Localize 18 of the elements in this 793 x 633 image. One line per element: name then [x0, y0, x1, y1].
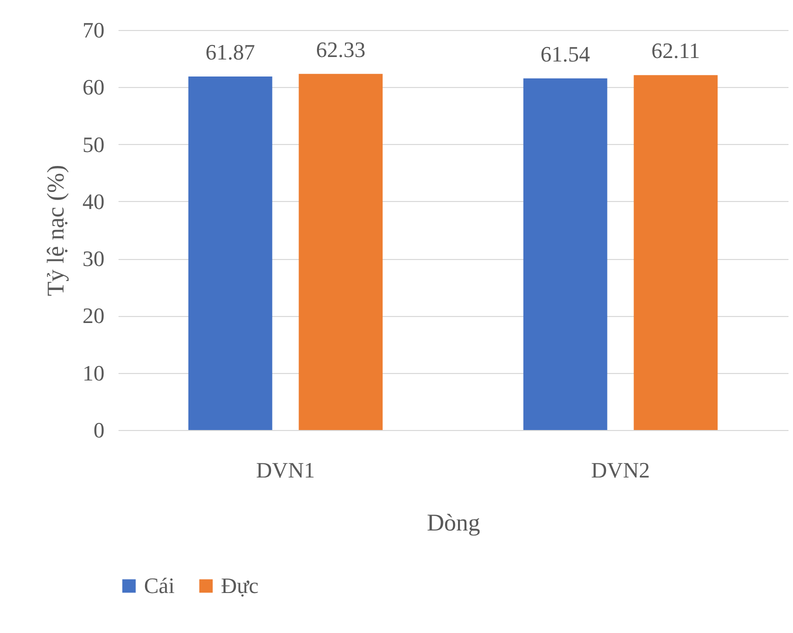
x-tick-label: DVN1 — [256, 458, 315, 482]
y-tick-label: 40 — [82, 188, 104, 214]
legend-label: Đực — [221, 573, 259, 598]
data-label: 61.87 — [206, 39, 256, 64]
y-tick-label: 20 — [82, 303, 104, 328]
y-tick-label: 10 — [82, 360, 104, 386]
data-label: 61.54 — [540, 41, 590, 66]
legend-label: Cái — [144, 573, 175, 598]
y-tick-label: 0 — [94, 418, 104, 442]
x-axis-title: Dòng — [426, 510, 480, 536]
y-tick-label: 50 — [82, 132, 104, 157]
data-label: 62.33 — [316, 36, 366, 62]
y-tick-label: 60 — [82, 74, 104, 100]
y-tick-label: 30 — [82, 246, 104, 272]
y-axis-title: Tỷ lệ nạc (%) — [44, 164, 70, 296]
data-label: 62.11 — [651, 38, 700, 64]
x-tick-label: DVN2 — [591, 458, 650, 482]
y-tick-label: 70 — [82, 18, 104, 42]
